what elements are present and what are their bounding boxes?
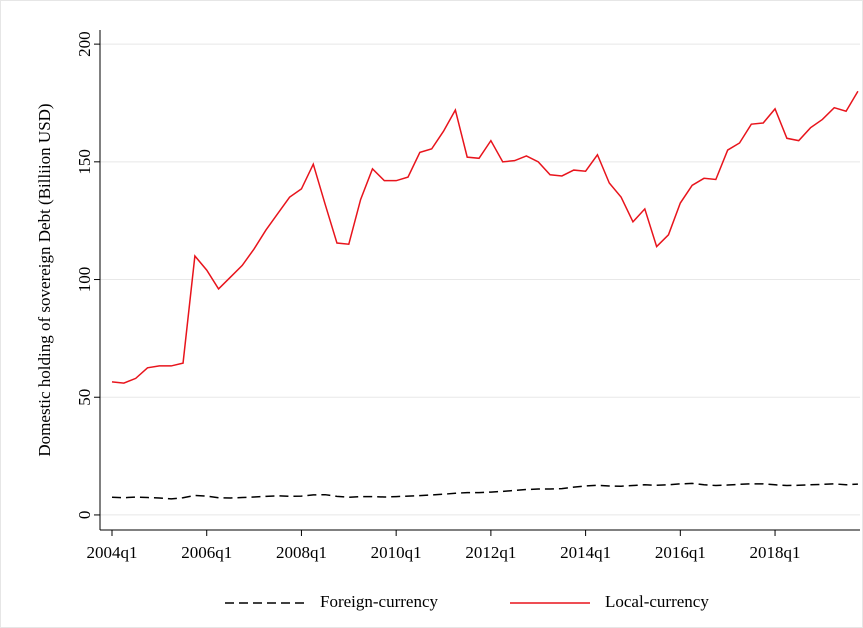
- x-tick-label: 2012q1: [465, 543, 516, 562]
- y-axis-title: Domestic holding of sovereign Debt (Bill…: [35, 103, 54, 456]
- series-line: [111, 90, 859, 384]
- x-tick-label: 2010q1: [371, 543, 422, 562]
- x-tick-label: 2008q1: [276, 543, 327, 562]
- x-tick-label: 2004q1: [87, 543, 138, 562]
- y-tick-label: 0: [75, 511, 94, 520]
- legend-label: Foreign-currency: [320, 592, 439, 611]
- y-tick-label: 150: [75, 149, 94, 175]
- x-tick-label: 2006q1: [181, 543, 232, 562]
- y-tick-label: 200: [75, 31, 94, 57]
- x-tick-label: 2016q1: [655, 543, 706, 562]
- y-tick-label: 50: [75, 389, 94, 406]
- y-tick-label: 100: [75, 267, 94, 293]
- series-line: [111, 482, 858, 500]
- x-tick-label: 2018q1: [750, 543, 801, 562]
- x-tick-label: 2014q1: [560, 543, 611, 562]
- legend-label: Local-currency: [605, 592, 709, 611]
